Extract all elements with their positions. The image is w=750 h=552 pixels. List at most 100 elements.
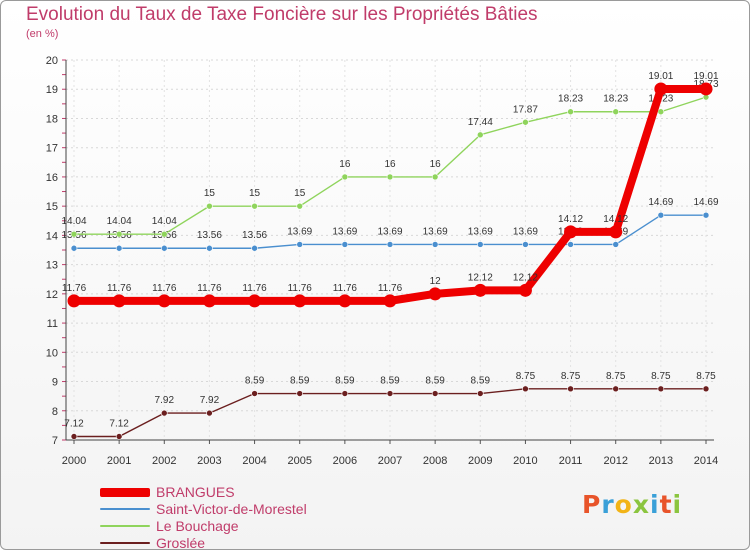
data-point-saint-victor-de-morestel [251,244,258,252]
data-label-groslee: 7.12 [64,418,84,429]
data-point-saint-victor-de-morestel [341,241,349,248]
data-point-saint-victor-de-morestel [296,241,304,248]
data-label-brangues: 11.76 [107,283,132,294]
data-label-saint-victor-de-morestel: 13.69 [423,226,448,237]
data-label-le-bouchage: 15 [294,188,306,199]
data-point-groslee [612,385,620,393]
data-label-groslee: 8.59 [245,376,265,387]
data-point-brangues [564,225,578,239]
data-point-le-bouchage [386,173,394,181]
data-point-le-bouchage [70,230,78,238]
data-label-brangues: 11.76 [333,283,358,294]
data-label-brangues: 11.76 [62,283,87,294]
y-tick-label: 17 [46,143,58,155]
data-point-le-bouchage [567,108,574,116]
data-point-brangues [248,294,262,308]
x-tick-label: 2001 [107,455,131,467]
y-tick-label: 9 [52,377,58,389]
legend-label-saint-victor: Saint-Victor-de-Morestel [156,501,307,517]
data-point-le-bouchage [431,173,439,181]
data-point-saint-victor-de-morestel [206,244,213,252]
data-label-le-bouchage: 16 [430,159,442,170]
data-label-brangues: 14.12 [603,214,628,225]
data-point-brangues [609,225,623,239]
data-point-brangues [157,294,171,308]
data-point-saint-victor-de-morestel [612,241,620,248]
x-tick-label: 2005 [287,455,311,467]
data-point-brangues [112,294,126,308]
data-label-groslee: 8.59 [335,376,355,387]
y-axis-unit: (en %) [26,28,59,40]
data-label-groslee: 7.12 [109,418,129,429]
y-tick-label: 8 [52,406,58,418]
data-label-saint-victor-de-morestel: 13.69 [377,226,402,237]
data-label-groslee: 8.75 [606,371,626,382]
data-point-groslee [70,433,78,440]
data-point-brangues [428,287,442,301]
data-point-brangues [67,294,81,308]
x-tick-label: 2011 [559,455,583,467]
data-label-le-bouchage: 14.04 [152,216,177,227]
data-point-saint-victor-de-morestel [476,241,484,248]
data-label-le-bouchage: 18.23 [558,94,583,105]
data-point-le-bouchage [476,131,484,139]
data-label-brangues: 19.01 [648,71,673,82]
data-label-brangues: 14.12 [558,214,583,225]
data-label-brangues: 11.76 [152,283,177,294]
data-point-groslee [702,385,710,393]
data-point-le-bouchage [522,118,529,126]
data-label-le-bouchage: 15 [249,188,261,199]
data-label-brangues: 11.76 [378,283,403,294]
data-label-saint-victor-de-morestel: 14.69 [648,197,673,208]
data-point-saint-victor-de-morestel [70,244,78,252]
data-point-groslee [657,385,665,393]
data-point-brangues [202,294,216,308]
data-point-le-bouchage [657,108,665,116]
x-tick-label: 2012 [603,455,627,467]
data-label-groslee: 8.75 [651,371,671,382]
data-point-saint-victor-de-morestel [431,241,439,248]
data-label-groslee: 8.75 [696,371,716,382]
x-tick-label: 2006 [333,455,357,467]
data-label-saint-victor-de-morestel: 13.69 [332,226,357,237]
x-tick-label: 2002 [152,455,176,467]
data-label-groslee: 8.59 [380,376,400,387]
data-label-brangues: 12.12 [468,272,493,283]
data-point-le-bouchage [115,230,123,238]
data-point-saint-victor-de-morestel [160,244,168,252]
x-tick-label: 2007 [378,455,402,467]
data-point-saint-victor-de-morestel [702,211,710,219]
legend-label-brangues: BRANGUES [156,484,235,500]
data-label-groslee: 8.59 [425,376,445,387]
y-tick-label: 16 [46,172,58,184]
data-point-brangues [518,283,532,297]
data-label-brangues: 11.76 [197,283,222,294]
data-label-saint-victor-de-morestel: 14.69 [693,197,718,208]
legend-label-le-bouchage: Le Bouchage [156,518,239,534]
logo-letter: t [659,490,673,519]
data-label-groslee: 8.75 [561,371,581,382]
legend-swatch-brangues [100,488,150,497]
x-tick-label: 2000 [62,455,86,467]
data-label-groslee: 8.75 [516,371,536,382]
logo-letter: i [672,490,683,519]
legend-swatch-groslee [100,542,150,544]
data-label-brangues: 19.01 [693,71,718,82]
legend-swatch-saint-victor [100,508,150,510]
data-point-groslee [341,390,349,397]
y-tick-label: 14 [46,230,58,242]
data-point-groslee [386,390,394,397]
legend-label-groslee: Groslée [156,535,206,551]
y-tick-label: 11 [47,318,58,330]
data-point-groslee [431,390,439,397]
logo-letter: i [650,490,660,519]
data-point-le-bouchage [341,173,349,181]
x-tick-label: 2013 [649,455,673,467]
y-tick-label: 20 [46,55,58,67]
data-point-saint-victor-de-morestel [567,241,574,248]
data-point-brangues [293,294,307,308]
data-label-le-bouchage: 17.44 [468,117,493,128]
data-label-le-bouchage: 16 [384,159,396,170]
